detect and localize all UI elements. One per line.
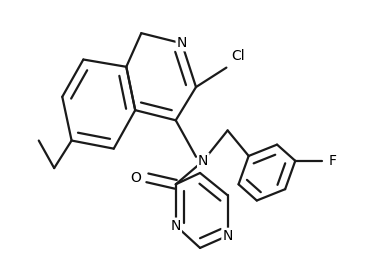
Text: N: N	[177, 36, 187, 50]
Text: Cl: Cl	[232, 49, 245, 63]
Text: O: O	[131, 171, 142, 185]
Text: N: N	[222, 229, 233, 243]
Text: F: F	[329, 154, 337, 168]
Text: N: N	[171, 219, 181, 233]
Text: N: N	[198, 154, 209, 168]
